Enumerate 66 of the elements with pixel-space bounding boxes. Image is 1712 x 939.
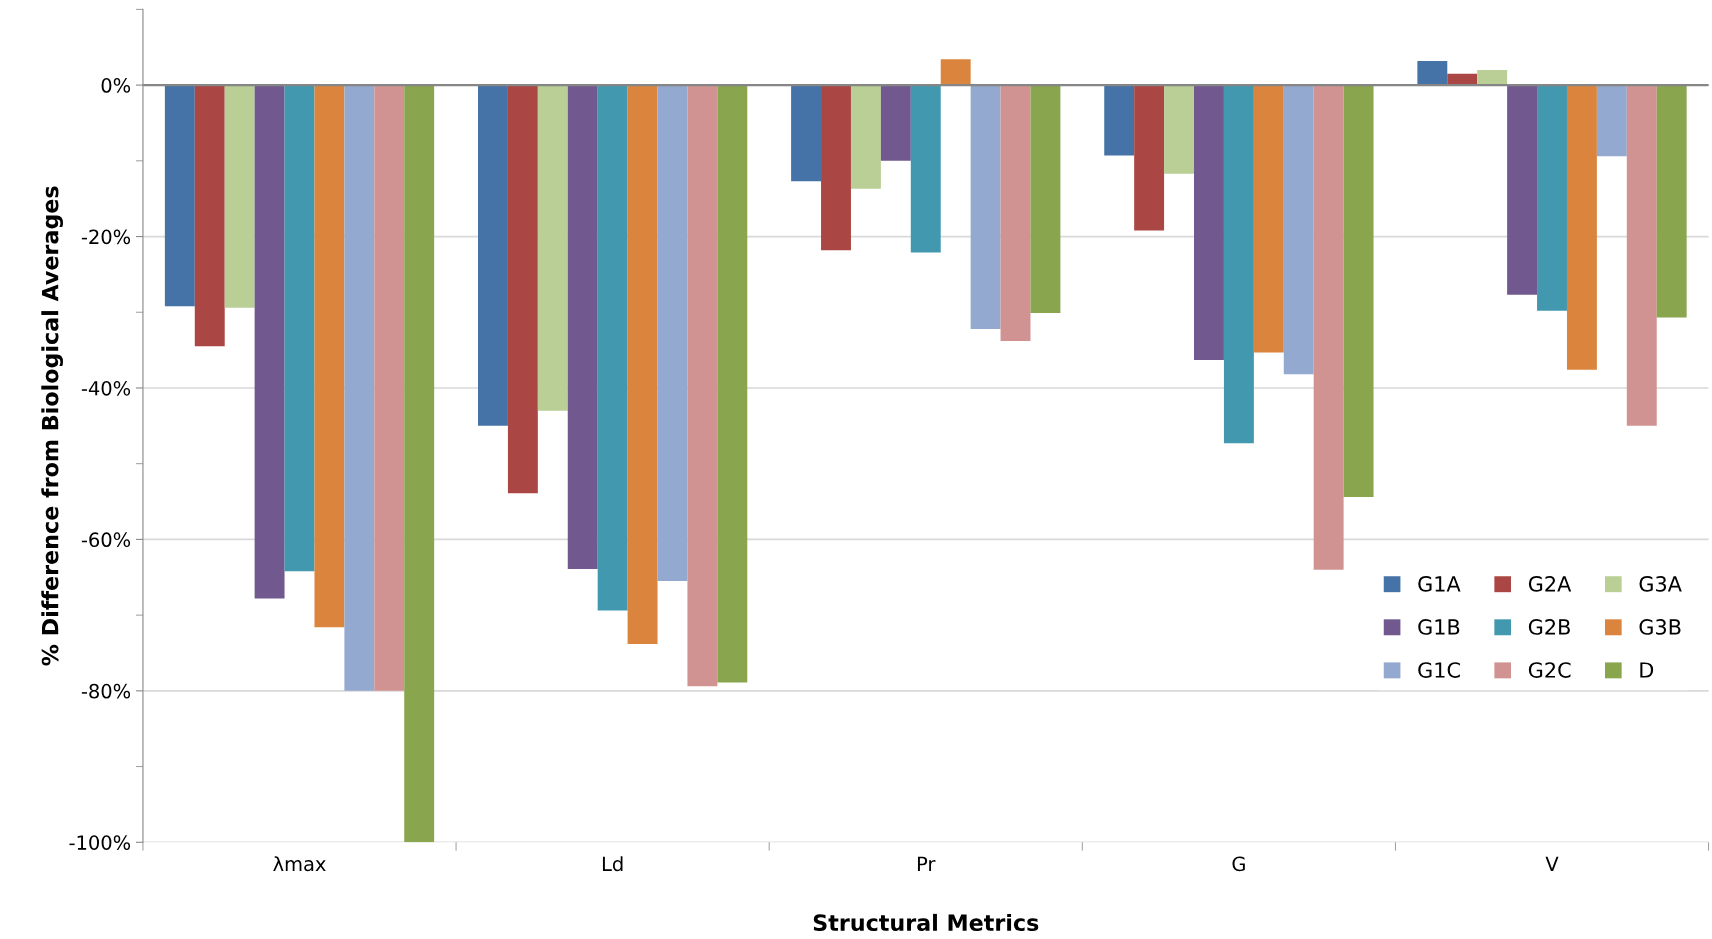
bar bbox=[850, 85, 881, 189]
y-tick-label: 0% bbox=[101, 78, 131, 93]
bar bbox=[1656, 85, 1687, 318]
bar bbox=[254, 85, 285, 599]
legend-label: G1A bbox=[1418, 575, 1461, 592]
legend-label: G2B bbox=[1528, 619, 1570, 635]
x-tick-label: V bbox=[1545, 856, 1559, 871]
y-axis-title: % Difference from Biological Averages bbox=[41, 186, 63, 666]
x-tick-label: G bbox=[1232, 856, 1245, 872]
bar bbox=[478, 85, 508, 426]
bar bbox=[1030, 85, 1061, 314]
legend-label: D bbox=[1640, 662, 1654, 678]
bar bbox=[1537, 85, 1567, 311]
bar bbox=[1283, 85, 1314, 375]
bar bbox=[627, 85, 658, 644]
bar bbox=[940, 59, 971, 86]
bar bbox=[537, 85, 568, 411]
bar bbox=[1477, 69, 1508, 86]
y-tick-label: -60% bbox=[81, 532, 131, 548]
y-tick-label: -100% bbox=[69, 835, 131, 850]
bar bbox=[194, 85, 225, 347]
y-tick-label: -80% bbox=[81, 683, 131, 699]
bar bbox=[880, 85, 911, 161]
bar bbox=[717, 85, 748, 683]
legend-label: G3A bbox=[1639, 575, 1682, 592]
bar bbox=[1566, 85, 1597, 370]
legend-label: G2C bbox=[1528, 662, 1571, 678]
bar bbox=[404, 85, 435, 843]
bar bbox=[1417, 60, 1448, 86]
x-axis-title: Structural Metrics bbox=[813, 913, 1039, 932]
bar bbox=[1194, 85, 1224, 360]
bar bbox=[597, 85, 628, 611]
bar bbox=[507, 85, 538, 494]
legend-label: G3B bbox=[1639, 619, 1681, 635]
y-tick-label: -20% bbox=[81, 229, 131, 245]
bar bbox=[1626, 85, 1657, 426]
bar bbox=[910, 85, 941, 253]
x-tick-label: Ld bbox=[602, 856, 623, 872]
x-tick-label: λmax bbox=[273, 856, 326, 872]
bar bbox=[821, 85, 851, 251]
y-tick-label: -40% bbox=[81, 380, 131, 396]
legend-label: G1B bbox=[1418, 619, 1460, 635]
bar bbox=[1000, 85, 1031, 342]
bar bbox=[1343, 85, 1374, 498]
bar bbox=[224, 85, 255, 308]
bar bbox=[687, 85, 718, 687]
bar bbox=[314, 85, 345, 628]
bar bbox=[567, 85, 598, 569]
bar bbox=[1164, 85, 1195, 174]
bar bbox=[1507, 85, 1538, 295]
legend-label: G1C bbox=[1418, 662, 1460, 678]
bar bbox=[1104, 85, 1135, 156]
bar bbox=[1253, 85, 1284, 353]
bar bbox=[1313, 85, 1344, 570]
bar bbox=[1134, 85, 1165, 231]
bar bbox=[657, 85, 688, 582]
bar bbox=[1596, 85, 1627, 157]
bar bbox=[970, 85, 1001, 329]
bar bbox=[374, 85, 405, 691]
bar bbox=[284, 85, 315, 572]
x-tick-label: Pr bbox=[917, 856, 936, 871]
bar bbox=[164, 85, 195, 307]
bar bbox=[344, 85, 375, 691]
bar bbox=[791, 85, 822, 182]
legend-label: G2A bbox=[1528, 575, 1572, 592]
bar bbox=[1223, 85, 1254, 444]
